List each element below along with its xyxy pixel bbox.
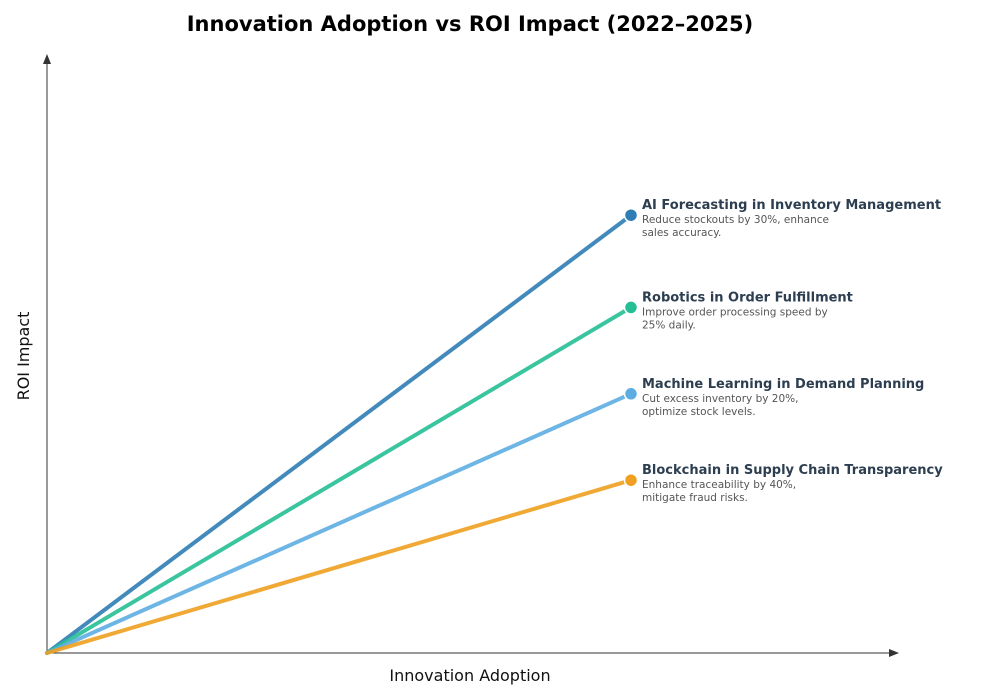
annotation-description-4-2: mitigate fraud risks. (642, 492, 748, 504)
y-axis-arrow (43, 54, 51, 64)
series-end-point-2 (623, 300, 639, 315)
annotation-title-4: Blockchain in Supply Chain Transparency (642, 463, 943, 478)
annotation-description-1-2: sales accuracy. (642, 227, 721, 239)
y-axis-label: ROI Impact (14, 312, 33, 401)
annotation-title-3: Machine Learning in Demand Planning (642, 377, 924, 392)
series-line-2 (45, 305, 633, 655)
series-layer (45, 207, 639, 655)
annotation-description-3-1: Cut excess inventory by 20%, (642, 393, 798, 405)
annotation-layer: AI Forecasting in Inventory ManagementRe… (642, 198, 943, 504)
series-end-point-3 (623, 386, 639, 402)
x-axis-arrow (889, 649, 899, 657)
annotation-title-1: AI Forecasting in Inventory Management (642, 198, 941, 213)
annotation-description-2-2: 25% daily. (642, 319, 696, 331)
annotation-description-4-1: Enhance traceability by 40%, (642, 479, 796, 491)
chart-title: Innovation Adoption vs ROI Impact (2022–… (187, 12, 754, 36)
series-line-3 (45, 391, 633, 655)
series-end-point-4 (623, 472, 639, 488)
series-line-4 (45, 478, 633, 655)
series-end-point-1 (623, 207, 639, 223)
annotation-description-2-1: Improve order processing speed by (642, 306, 828, 318)
x-axis-label: Innovation Adoption (389, 666, 550, 685)
series-line-1 (45, 213, 633, 655)
annotation-description-1-1: Reduce stockouts by 30%, enhance (642, 214, 829, 226)
annotation-description-3-2: optimize stock levels. (642, 406, 756, 418)
axes (43, 54, 899, 657)
annotation-title-2: Robotics in Order Fulfillment (642, 290, 853, 305)
